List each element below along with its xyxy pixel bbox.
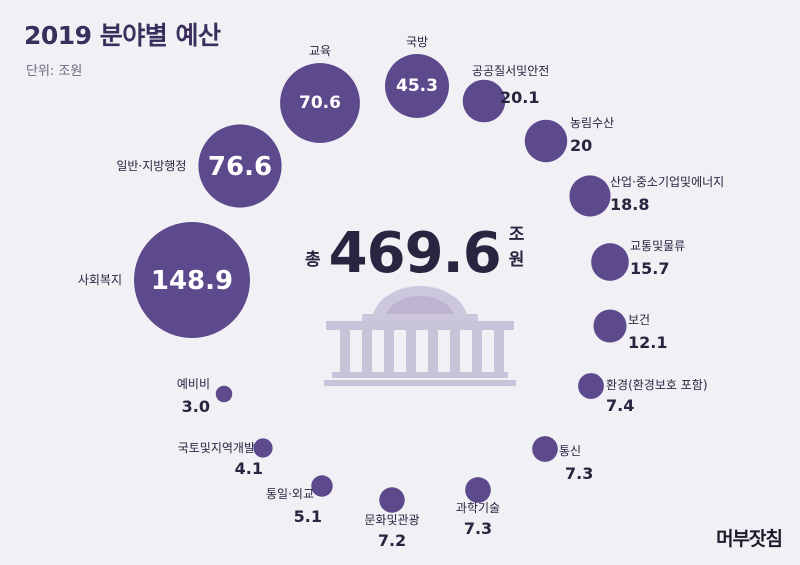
category-label: 교통및물류 [630, 239, 685, 253]
national-assembly-building-icon [324, 286, 516, 386]
category-label: 국방 [406, 35, 428, 49]
bubble-13 [379, 487, 405, 513]
category-label: 환경(환경보호 포함) [606, 378, 708, 392]
value-label: 76.6 [208, 152, 272, 182]
bubble-16 [215, 385, 233, 403]
total-prefix: 총 [305, 250, 321, 270]
bubble-5 [462, 79, 506, 123]
value-label: 45.3 [396, 76, 438, 96]
bubble-1 [134, 222, 250, 338]
bubble-14 [311, 475, 333, 497]
bubble-12 [465, 477, 491, 503]
value-label: 7.3 [464, 519, 492, 538]
value-label: 7.2 [378, 531, 406, 550]
category-label: 예비비 [177, 377, 210, 391]
total-suffix: 조원 [508, 225, 525, 270]
bubble-15 [253, 438, 273, 458]
bubble-3 [280, 63, 360, 143]
value-label: 7.4 [606, 396, 634, 415]
category-label: 교육 [309, 44, 331, 58]
bubble-8 [591, 243, 629, 281]
bubble-4 [385, 54, 449, 118]
value-label: 5.1 [294, 507, 322, 526]
value-label: 7.3 [565, 464, 593, 483]
category-label: 국토및지역개발 [178, 441, 255, 455]
category-label: 공공질서및안전 [472, 64, 549, 78]
value-label: 148.9 [151, 266, 233, 296]
bubble-7 [569, 175, 611, 217]
bubble-10 [578, 373, 604, 399]
value-label: 4.1 [235, 459, 263, 478]
category-label: 일반·지방행정 [116, 158, 186, 173]
brand-logo: 머부잣침 [716, 528, 783, 550]
unit-label: 단위: 조원 [26, 64, 83, 79]
bubble-6 [524, 119, 568, 163]
category-label: 보건 [628, 313, 650, 327]
chart-title: 2019 분야별 예산 [24, 21, 221, 50]
value-label: 20.1 [500, 88, 539, 107]
category-label: 통신 [559, 444, 581, 458]
bubble-2 [198, 124, 282, 208]
value-label: 20 [570, 136, 592, 155]
bubble-9 [593, 309, 627, 343]
category-label: 통일·외교 [266, 487, 314, 501]
value-label: 70.6 [299, 93, 341, 113]
category-label: 사회복지 [78, 273, 122, 287]
total-budget: 총 469.6 조원 [305, 212, 535, 282]
category-label: 문화및관광 [364, 513, 419, 527]
category-label: 과학기술 [456, 501, 500, 515]
value-label: 12.1 [628, 333, 667, 352]
value-label: 15.7 [630, 259, 669, 278]
bubble-11 [532, 436, 558, 462]
category-label: 농림수산 [570, 116, 614, 130]
total-value: 469.6 [328, 221, 502, 286]
category-label: 산업·중소기업및에너지 [610, 175, 724, 189]
value-label: 18.8 [610, 195, 649, 214]
value-label: 3.0 [182, 397, 210, 416]
